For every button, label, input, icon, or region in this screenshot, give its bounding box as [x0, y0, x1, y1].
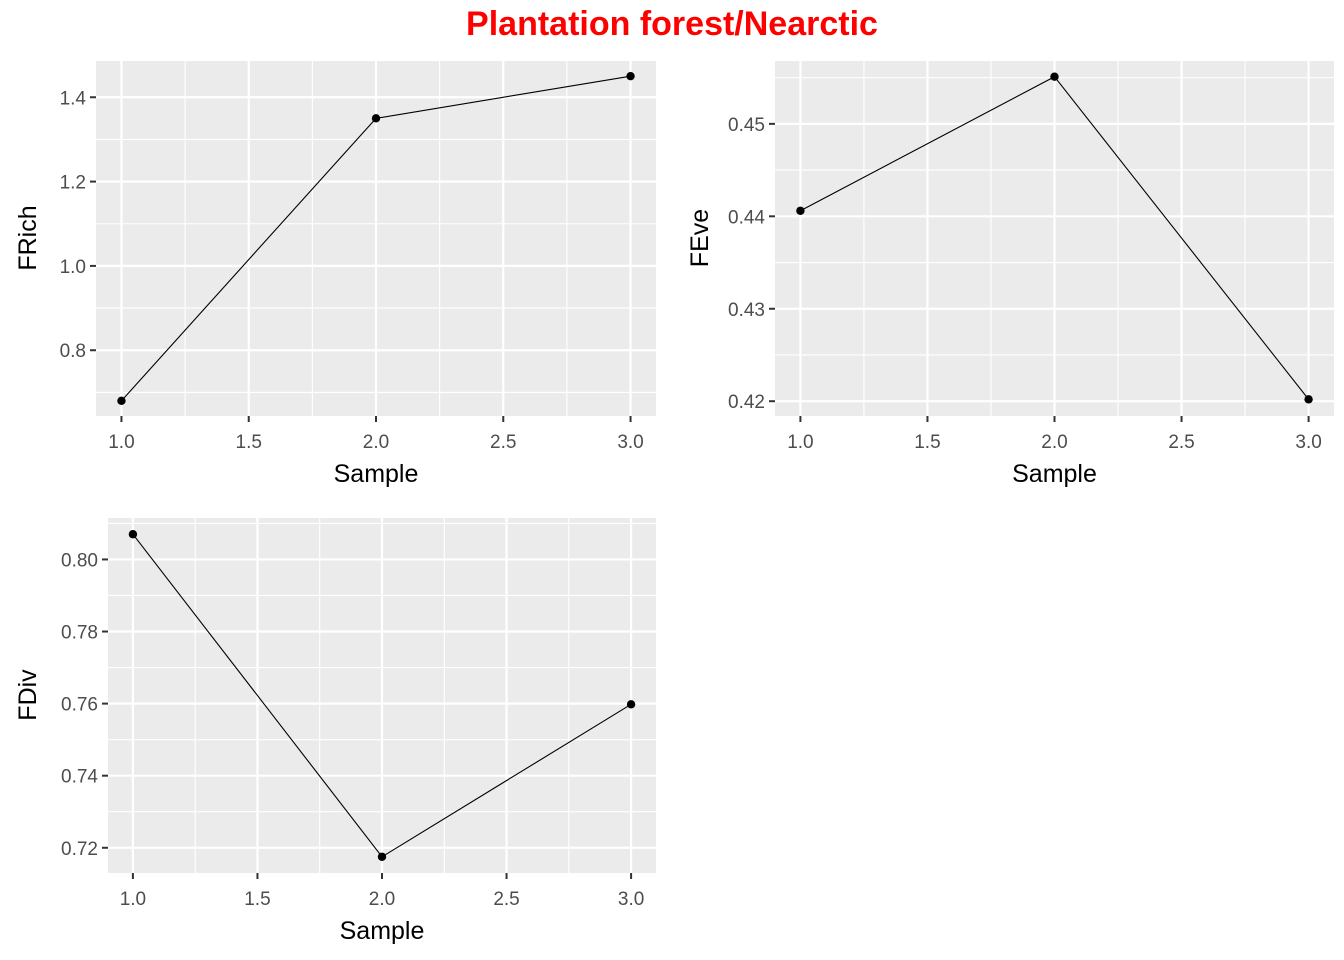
- frich-y-axis-title: FRich: [14, 205, 42, 270]
- frich-data-point: [626, 71, 635, 81]
- fdiv-x-axis-title: Sample: [340, 917, 425, 945]
- fdiv-x-tick-label: 1.0: [120, 889, 146, 910]
- frich-y-tick-label: 1.4: [60, 88, 87, 109]
- fdiv-x-tick-label: 2.0: [369, 889, 395, 910]
- frich-data-point: [117, 396, 126, 406]
- frich-panel: 1.0 1.5 2.0 2.5 3.0 0.8 1.0 1.2 1.4 Sample FRich: [14, 61, 656, 488]
- fdiv-y-axis-title: FDiv: [14, 669, 42, 721]
- frich-y-tick-label: 0.8: [60, 341, 86, 362]
- frich-y-tick-label: 1.0: [60, 257, 86, 278]
- feve-data-point: [1050, 72, 1059, 81]
- feve-x-tick-label: 1.5: [914, 432, 940, 453]
- fdiv-data-point: [626, 700, 636, 709]
- fdiv-y-tick-label: 0.74: [61, 767, 98, 788]
- feve-y-tick-label: 0.45: [728, 115, 765, 136]
- frich-x-tick-label: 1.0: [108, 432, 134, 453]
- frich-x-axis-title: Sample: [334, 460, 419, 488]
- feve-x-tick-label: 1.0: [787, 432, 813, 453]
- fdiv-panel: 1.0 1.5 2.0 2.5 3.0 0.72 0.74 0.76 0.78 0.80 Sampl…: [14, 518, 656, 945]
- feve-data-point: [1304, 395, 1313, 404]
- figure-title: Plantation forest/Nearctic: [466, 5, 878, 43]
- frich-x-tick-label: 3.0: [617, 432, 643, 453]
- fdiv-y-tick-label: 0.72: [61, 839, 98, 860]
- feve-y-tick-label: 0.44: [728, 207, 765, 228]
- fdiv-y-tick-label: 0.78: [61, 623, 98, 644]
- frich-data-point: [371, 114, 381, 123]
- feve-x-tick-label: 2.0: [1041, 432, 1067, 453]
- frich-y-tick-label: 1.2: [60, 173, 86, 194]
- fdiv-x-tick-label: 3.0: [618, 889, 644, 910]
- fdiv-y-tick-label: 0.80: [61, 550, 98, 571]
- fdiv-data-point: [377, 852, 387, 861]
- frich-x-tick-label: 2.0: [363, 432, 389, 453]
- frich-x-tick-label: 2.5: [490, 432, 516, 453]
- feve-x-tick-label: 3.0: [1295, 432, 1321, 453]
- feve-y-tick-label: 0.42: [728, 392, 765, 413]
- fdiv-data-point: [128, 530, 138, 539]
- fdiv-x-tick-label: 1.5: [244, 889, 270, 910]
- fdiv-y-tick-label: 0.76: [61, 695, 98, 716]
- feve-x-tick-label: 2.5: [1168, 432, 1194, 453]
- feve-data-point: [796, 206, 805, 215]
- feve-panel: 1.0 1.5 2.0 2.5 3.0 0.42 0.43 0.44 0.45 Sample FEv…: [686, 61, 1334, 488]
- feve-x-axis-title: Sample: [1012, 460, 1097, 488]
- feve-y-axis-title: FEve: [686, 209, 714, 267]
- feve-y-tick-label: 0.43: [728, 300, 765, 321]
- frich-x-tick-label: 1.5: [236, 432, 262, 453]
- fdiv-x-tick-label: 2.5: [493, 889, 519, 910]
